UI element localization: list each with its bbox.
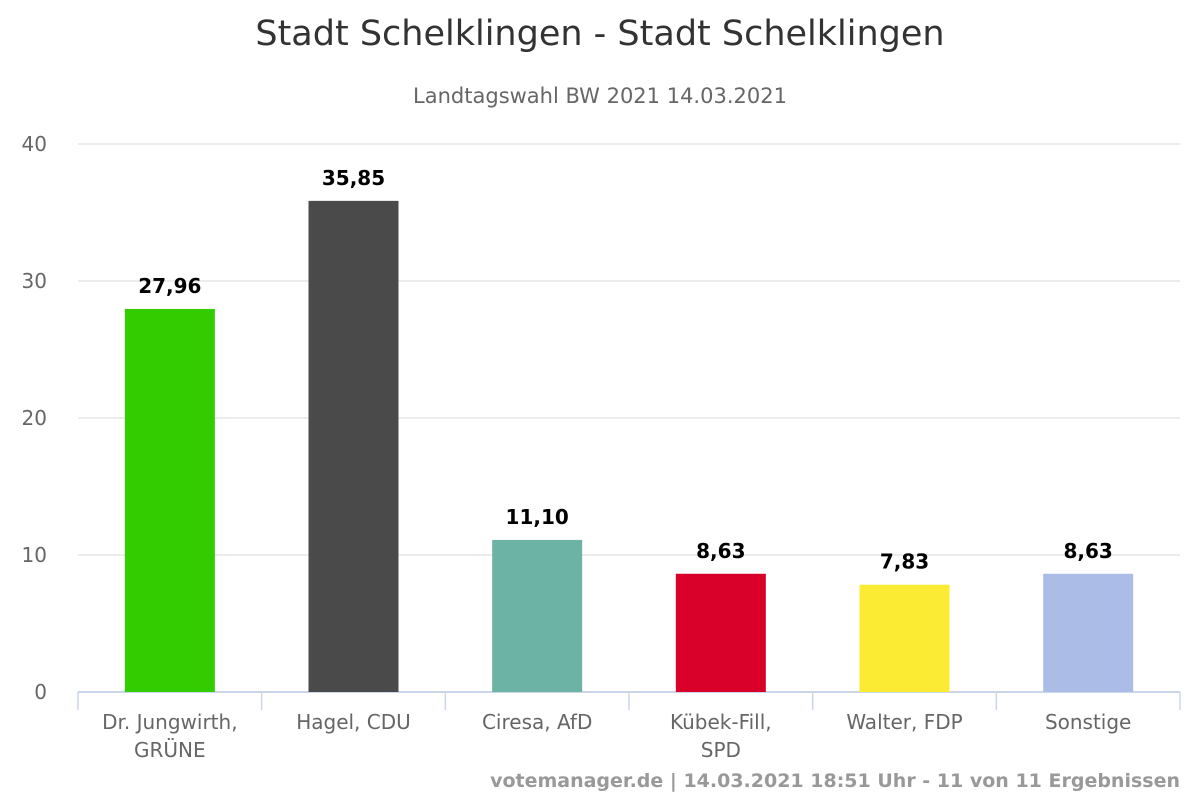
footer-credit[interactable]: votemanager.de | 14.03.2021 18:51 Uhr - …	[490, 770, 1180, 792]
data-label: 27,96	[138, 274, 201, 298]
bar	[1043, 573, 1134, 692]
x-tick-label: GRÜNE	[134, 738, 206, 762]
data-label: 11,10	[506, 505, 569, 529]
data-label: 35,85	[322, 166, 385, 190]
y-tick-label: 0	[34, 680, 47, 704]
data-label: 8,63	[696, 539, 745, 563]
x-tick-label: Hagel, CDU	[296, 710, 411, 734]
x-tick-label: SPD	[701, 738, 741, 762]
y-tick-label: 40	[22, 132, 47, 156]
y-tick-label: 20	[22, 406, 47, 430]
y-tick-label: 30	[22, 269, 47, 293]
chart-title: Stadt Schelklingen - Stadt Schelklingen	[255, 14, 945, 54]
x-tick-label: Sonstige	[1045, 710, 1131, 734]
chart-subtitle: Landtagswahl BW 2021 14.03.2021	[413, 84, 787, 108]
data-label: 8,63	[1063, 539, 1112, 563]
x-tick-label: Dr. Jungwirth,	[102, 710, 237, 734]
x-tick-label: Kübek-Fill,	[670, 710, 772, 734]
data-label: 7,83	[880, 550, 929, 574]
bar	[492, 539, 583, 692]
x-tick-label: Walter, FDP	[846, 710, 962, 734]
bar	[308, 200, 399, 693]
bar	[859, 584, 950, 692]
y-tick-label: 10	[22, 543, 47, 567]
x-tick-label: Ciresa, AfD	[482, 710, 592, 734]
bar	[675, 573, 766, 692]
bar	[124, 308, 215, 692]
